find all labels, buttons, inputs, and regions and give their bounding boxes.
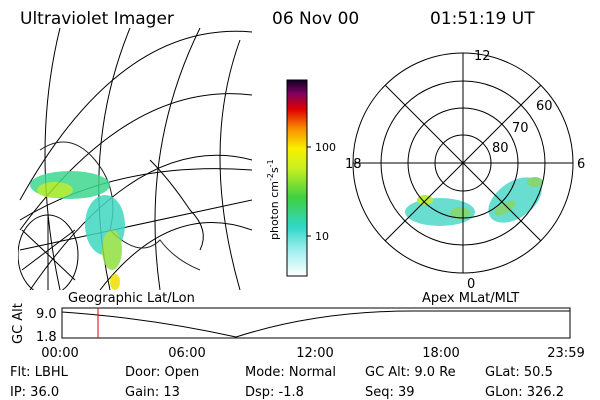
info: GC Alt: 9.0 Re: [365, 365, 456, 380]
lat-label: 70: [512, 121, 529, 136]
polar-plot: 12 18 6 0 60 70 80: [345, 49, 585, 292]
info: IP: 36.0: [10, 385, 59, 400]
colorbar: [286, 79, 308, 277]
mlt-label: 0: [467, 277, 475, 292]
x-tick: 12:00: [296, 346, 333, 361]
panel-label: Apex MLat/MLT: [422, 291, 519, 306]
x-tick: 18:00: [422, 346, 459, 361]
info: Mode: Normal: [245, 365, 336, 380]
label-part: -2: [266, 173, 275, 181]
lat-label: 80: [492, 141, 509, 156]
colorbar-tick: 100: [315, 141, 336, 154]
panel-label: Geographic Lat/Lon: [68, 291, 195, 306]
x-tick: 06:00: [168, 346, 205, 361]
label-part: s: [268, 167, 281, 173]
geographic-map: [18, 28, 252, 290]
y-tick: 9.0: [36, 307, 57, 322]
info: Gain: 13: [125, 385, 180, 400]
info: GLon: 326.2: [485, 385, 564, 400]
info: Dsp: -1.8: [245, 385, 304, 400]
y-tick: 1.8: [36, 330, 57, 345]
date: 06 Nov 00: [272, 9, 359, 29]
mlt-label: 18: [345, 157, 362, 172]
mlt-label: 6: [577, 157, 585, 172]
info: Seq: 39: [365, 385, 415, 400]
lat-label: 60: [536, 99, 553, 114]
y-label: GC Alt: [11, 303, 26, 344]
x-tick: 23:59: [547, 346, 584, 361]
info: Door: Open: [125, 365, 199, 380]
colorbar-tick: 10: [315, 230, 329, 243]
title: Ultraviolet Imager: [20, 9, 174, 29]
info: Flt: LBHL: [10, 365, 69, 380]
footer: Flt: LBHL Door: Open Mode: Normal GC Alt…: [10, 365, 564, 400]
label-part: photon cm: [268, 181, 281, 240]
info: GLat: 50.5: [485, 365, 553, 380]
label-part: -1: [266, 159, 275, 167]
x-tick: 00:00: [41, 346, 78, 361]
time: 01:51:19 UT: [430, 9, 535, 29]
colorbar-label: photon cm-2s-1: [266, 159, 281, 240]
mlt-label: 12: [474, 49, 491, 64]
timeline: GC Alt 9.0 1.8 00:00 06:00 12:00 18:00 2…: [11, 303, 585, 361]
